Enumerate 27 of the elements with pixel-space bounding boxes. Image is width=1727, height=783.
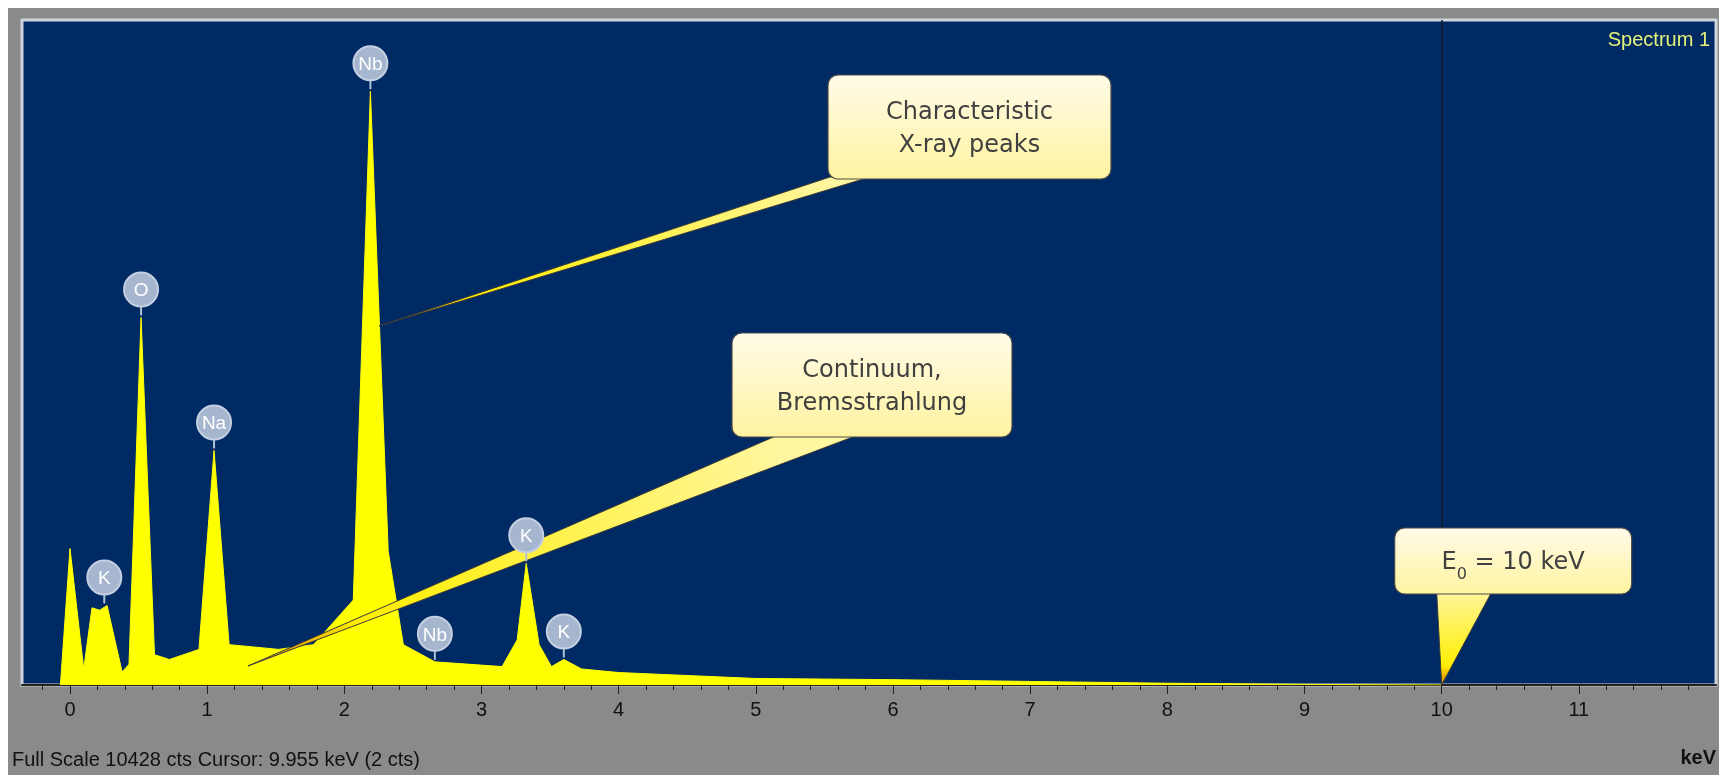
x-tick-label: 0 xyxy=(64,698,76,720)
x-tick-label: 1 xyxy=(201,698,213,720)
annotation: Continuum, Bremsstrahlung xyxy=(776,354,968,416)
speech-bubble: Characteristic X-ray peaks xyxy=(378,74,1112,327)
x-axis-title: keV xyxy=(1680,746,1717,768)
x-tick-label: 3 xyxy=(475,698,488,720)
x-tick-label: 9 xyxy=(1298,698,1311,720)
ref-line-label: E$_{0}$ = 10 keV xyxy=(1441,547,1586,583)
annotation: Characteristic X-ray peaks xyxy=(886,96,1053,158)
x-tick-label: 8 xyxy=(1161,698,1173,720)
x-tick-label: 6 xyxy=(887,698,899,720)
annotation: Na xyxy=(201,412,227,434)
annotation: K xyxy=(97,567,111,589)
annotation: K xyxy=(519,525,533,547)
x-tick-label: 4 xyxy=(613,698,625,720)
x-tick-label: 10 xyxy=(1430,698,1453,720)
text: Full Scale 10428 cts Cursor: 9.955 keV (2 cts) xyxy=(12,748,420,770)
x-tick-label: 5 xyxy=(750,698,762,720)
annotation: K xyxy=(557,621,571,643)
x-tick-label: 7 xyxy=(1024,698,1036,720)
x-tick-label: 2 xyxy=(338,698,350,720)
annotation: O xyxy=(133,279,149,301)
annotation: Nb xyxy=(422,623,448,645)
x-tick-label: 11 xyxy=(1568,698,1590,720)
speech-bubble: E$_{0}$ = 10 keV xyxy=(1394,527,1633,686)
chart-title: Spectrum 1 xyxy=(1607,28,1710,50)
annotation: Nb xyxy=(358,53,383,75)
